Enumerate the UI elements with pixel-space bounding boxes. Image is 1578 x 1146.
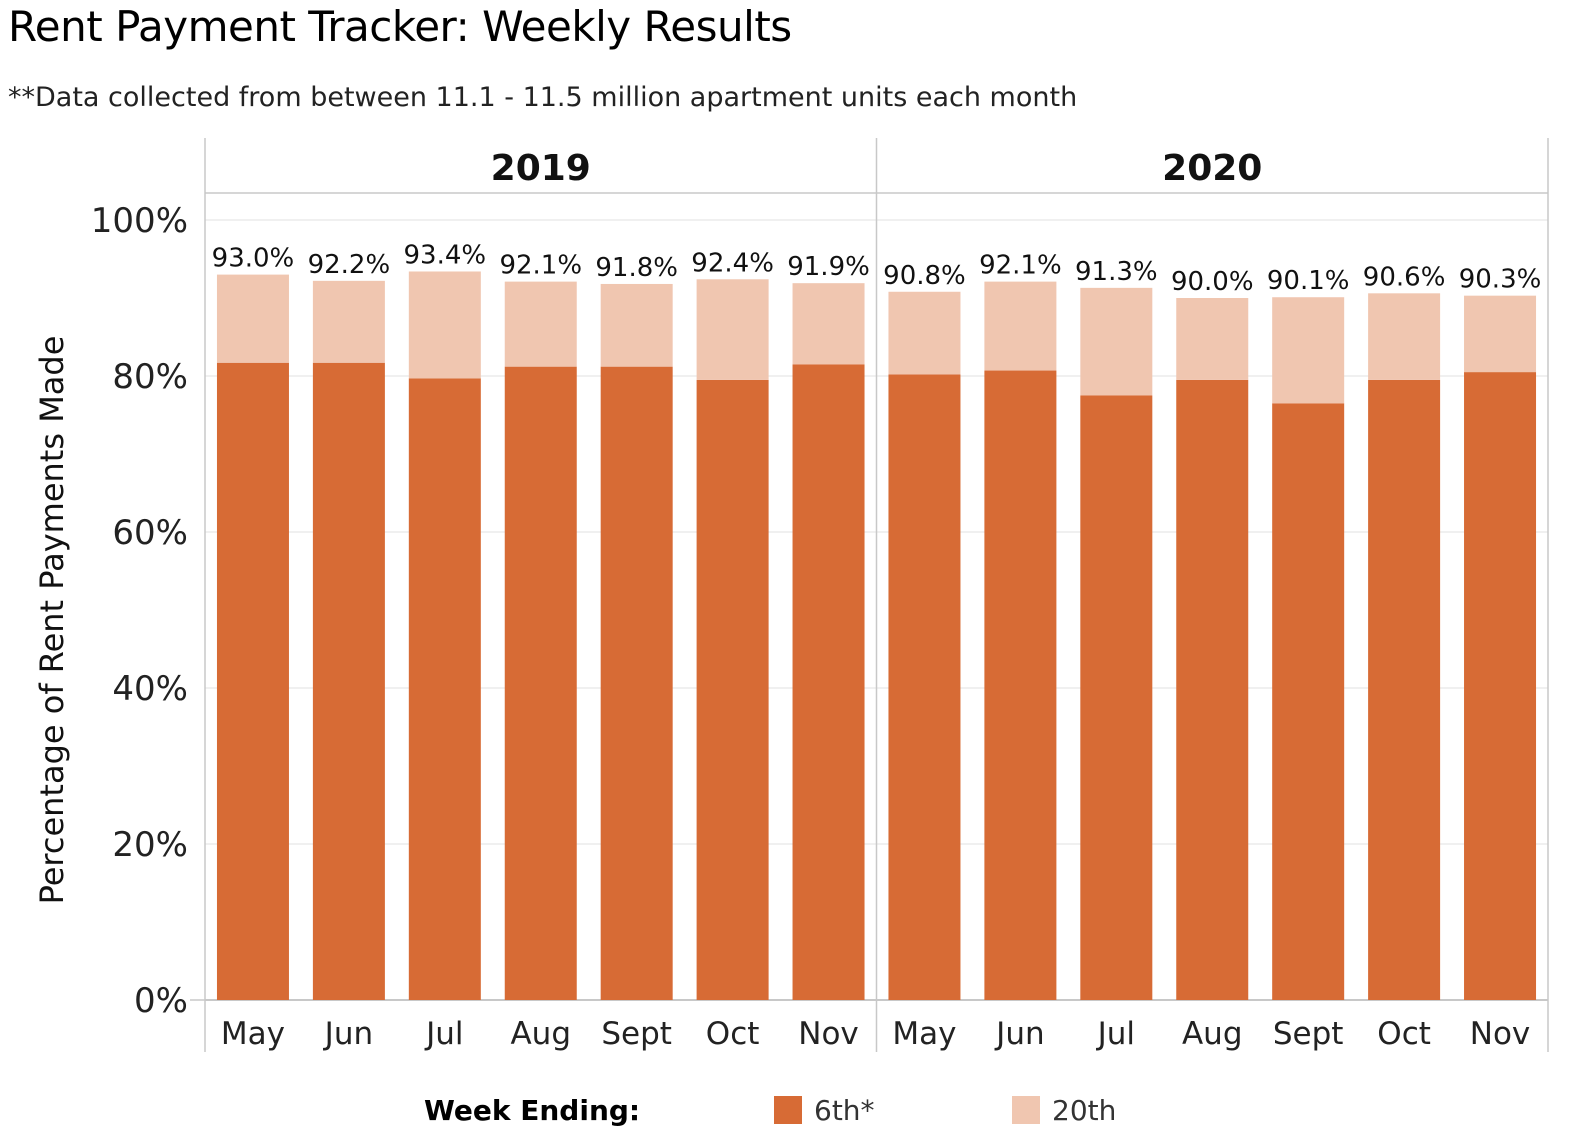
bar-2020-nov-20th[interactable] (1464, 295, 1537, 373)
bar-2019-jul-20th[interactable] (408, 271, 481, 379)
y-tick-label: 20% (112, 825, 188, 865)
x-tick-label: May (221, 1016, 285, 1052)
x-tick-label: Nov (1470, 1016, 1531, 1052)
bar-total-label: 90.6% (1363, 262, 1446, 292)
bar-2020-jul-20th[interactable] (1080, 287, 1153, 396)
bar-2019-sept-6th[interactable] (600, 366, 673, 1000)
y-tick-label: 80% (112, 357, 188, 397)
bar-total-label: 91.3% (1075, 257, 1158, 287)
x-tick-label: Aug (1182, 1016, 1243, 1052)
legend-item-6th[interactable]: 6th* (774, 1090, 875, 1130)
bar-2019-oct-20th[interactable] (696, 279, 769, 380)
bar-2020-aug-20th[interactable] (1176, 298, 1249, 380)
legend-title: Week Ending: (424, 1094, 641, 1127)
bar-total-label: 92.1% (979, 251, 1062, 281)
bar-2020-may-20th[interactable] (888, 291, 961, 375)
bar-2019-may-20th[interactable] (216, 274, 289, 363)
bar-2019-nov-20th[interactable] (792, 283, 865, 365)
legend-swatch-20th (1012, 1096, 1040, 1124)
bar-2019-aug-6th[interactable] (504, 366, 577, 1000)
x-tick-label: Oct (1377, 1016, 1431, 1052)
bar-2019-jul-6th[interactable] (408, 378, 481, 1001)
x-tick-label: Sept (1273, 1016, 1344, 1052)
bar-2020-nov-6th[interactable] (1464, 372, 1537, 1001)
y-axis-label: Percentage of Rent Payments Made (33, 336, 71, 905)
y-tick-label: 100% (91, 201, 188, 241)
y-tick-label: 40% (112, 669, 188, 709)
bar-total-label: 91.9% (787, 252, 870, 282)
x-tick-label: May (892, 1016, 956, 1052)
bar-total-label: 91.8% (595, 253, 678, 283)
bar-2019-nov-6th[interactable] (792, 364, 865, 1000)
bar-total-label: 90.8% (883, 261, 966, 291)
stacked-bar-chart: 0% 20% 40% 60% 80% 100% Percentage of Rent Pay… (33, 138, 1549, 1052)
x-tick-label: Jul (424, 1016, 463, 1052)
legend-item-20th[interactable]: 20th (1012, 1090, 1116, 1130)
x-tick-label: Jun (323, 1016, 373, 1052)
legend-label-6th: 6th* (814, 1093, 875, 1127)
bar-2019-sept-20th[interactable] (600, 283, 673, 367)
bar-2019-jun-20th[interactable] (312, 280, 385, 363)
bar-2020-sept-20th[interactable] (1272, 297, 1345, 404)
bar-total-label: 90.0% (1171, 267, 1254, 297)
bar-total-label: 92.1% (499, 251, 582, 281)
bar-2020-oct-20th[interactable] (1368, 293, 1441, 380)
y-tick-label: 60% (112, 513, 188, 553)
bar-total-label: 92.4% (691, 248, 774, 278)
x-tick-label: Sept (601, 1016, 672, 1052)
x-tick-label: Oct (706, 1016, 760, 1052)
legend-label-20th: 20th (1052, 1093, 1117, 1127)
y-tick-label: 0% (134, 981, 188, 1021)
bar-2020-jul-6th[interactable] (1080, 395, 1153, 1001)
bar-2020-may-6th[interactable] (888, 374, 961, 1000)
bar-total-label: 93.0% (212, 244, 295, 274)
legend: Week Ending: 6th* 20th (0, 1090, 1578, 1140)
bar-2020-aug-6th[interactable] (1176, 379, 1249, 1000)
x-tick-label: Aug (510, 1016, 571, 1052)
chart-subtitle: **Data collected from between 11.1 - 11.… (8, 82, 1078, 113)
bar-2020-sept-6th[interactable] (1272, 403, 1345, 1000)
bar-2020-jun-6th[interactable] (984, 370, 1057, 1000)
bar-2020-oct-6th[interactable] (1368, 379, 1441, 1000)
bar-total-label: 90.1% (1267, 266, 1350, 296)
bar-2019-jun-6th[interactable] (312, 362, 385, 1000)
bar-total-label: 93.4% (404, 240, 487, 270)
panel-header-2020: 2020 (1162, 148, 1262, 189)
bar-2019-may-6th[interactable] (216, 362, 289, 1000)
x-tick-label: Jul (1096, 1016, 1135, 1052)
panel-header-2019: 2019 (491, 148, 591, 189)
legend-swatch-6th (774, 1096, 802, 1124)
bar-total-label: 90.3% (1459, 265, 1542, 295)
x-tick-label: Jun (994, 1016, 1044, 1052)
chart-title: Rent Payment Tracker: Weekly Results (8, 2, 792, 51)
bar-total-label: 92.2% (308, 250, 391, 280)
bar-2019-oct-6th[interactable] (696, 379, 769, 1000)
bar-2020-jun-20th[interactable] (984, 281, 1057, 371)
bar-2019-aug-20th[interactable] (504, 281, 577, 367)
x-tick-label: Nov (798, 1016, 859, 1052)
